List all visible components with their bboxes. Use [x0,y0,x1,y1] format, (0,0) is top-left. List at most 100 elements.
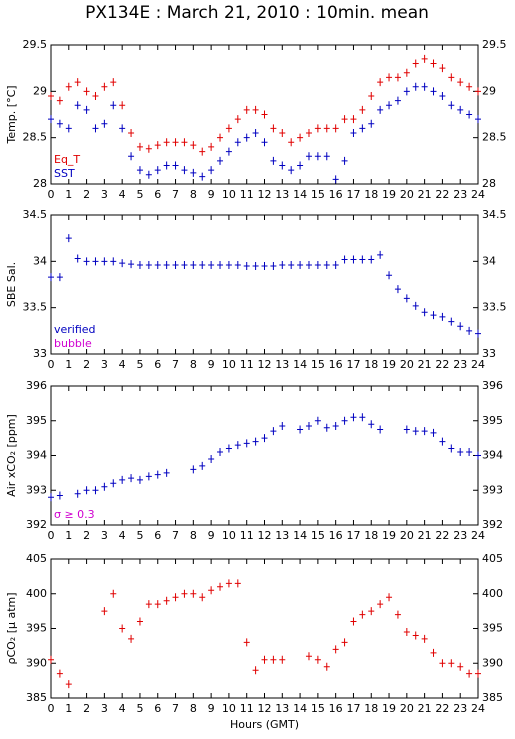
y-tick-label: 395 [26,622,47,635]
y-tick-label: 400 [482,587,503,600]
data-point [448,317,455,326]
data-point [208,261,215,270]
plot-frame [50,214,479,355]
data-point [119,259,126,268]
data-point [199,261,206,270]
y-tick-label: 390 [26,656,47,669]
x-tick-label: 5 [136,702,143,715]
data-point [412,631,419,640]
legend-label: Eq_T [54,153,80,166]
x-tick-label: 6 [154,188,161,201]
data-point [172,161,179,170]
data-point [252,261,259,270]
x-tick-label: 4 [119,188,126,201]
y-tick-label: 33.5 [482,301,507,314]
data-point [234,441,241,450]
data-point [403,87,410,96]
data-point [332,421,339,430]
data-point [368,607,375,616]
x-tick-label: 7 [172,358,179,371]
x-tick-label: 15 [311,702,325,715]
data-point [190,261,197,270]
x-tick-label: 4 [119,358,126,371]
data-point [190,168,197,177]
data-point [145,600,152,609]
data-point [243,439,250,448]
x-tick-label: 7 [172,702,179,715]
data-point [448,444,455,453]
x-tick-label: 8 [190,702,197,715]
data-point [350,129,357,138]
x-tick-label: 24 [471,529,485,542]
data-point [297,425,304,434]
data-point [128,474,135,483]
data-point [172,593,179,602]
data-point [350,255,357,264]
data-point [448,101,455,110]
x-tick-label: 0 [48,702,55,715]
x-tick-label: 22 [435,358,449,371]
x-tick-label: 13 [275,358,289,371]
data-point [199,593,206,602]
data-point [243,105,250,114]
x-tick-label: 11 [240,358,254,371]
data-point [56,119,63,128]
x-tick-label: 14 [293,529,307,542]
x-tick-label: 7 [172,188,179,201]
data-point [466,669,473,678]
data-point [377,600,384,609]
x-tick-label: 0 [48,358,55,371]
data-point [412,301,419,310]
y-tick-label: 29 [482,84,496,97]
data-point [430,311,437,320]
data-point [243,133,250,142]
x-tick-label: 6 [154,358,161,371]
data-point [305,129,312,138]
x-tick-label: 1 [65,188,72,201]
x-tick-label: 24 [471,702,485,715]
x-tick-label: 3 [101,529,108,542]
data-point [430,87,437,96]
data-point [439,312,446,321]
x-tick-label: 0 [48,529,55,542]
data-point [48,115,54,124]
data-point [243,638,250,647]
data-point [163,596,170,605]
data-point [421,308,428,317]
x-tick-label: 12 [258,358,272,371]
data-point [466,110,473,119]
x-tick-label: 21 [418,358,432,371]
x-tick-label: 14 [293,358,307,371]
data-point [359,124,366,133]
data-point [154,261,161,270]
data-point [48,655,54,664]
data-point [377,250,384,259]
plot-frame [50,385,479,526]
data-point [136,261,143,270]
plot-frame [50,558,479,699]
data-point [279,655,286,664]
y-tick-label: 28.5 [482,131,507,144]
y-tick-label: 392 [26,518,47,531]
data-point [145,144,152,153]
data-point [323,423,330,432]
x-tick-label: 20 [400,529,414,542]
data-point [48,91,54,100]
x-tick-label: 17 [346,358,360,371]
data-point [332,645,339,654]
data-point [154,470,161,479]
data-point [163,261,170,270]
data-point [270,655,277,664]
x-tick-label: 6 [154,529,161,542]
data-point [332,175,339,184]
data-point [279,161,286,170]
x-tick-label: 17 [346,529,360,542]
data-point [261,138,268,147]
data-point [288,138,295,147]
data-point [430,428,437,437]
y-tick-label: 28.5 [23,131,48,144]
data-point [74,101,81,110]
x-tick-label: 9 [208,702,215,715]
data-point [403,627,410,636]
data-point [421,82,428,91]
